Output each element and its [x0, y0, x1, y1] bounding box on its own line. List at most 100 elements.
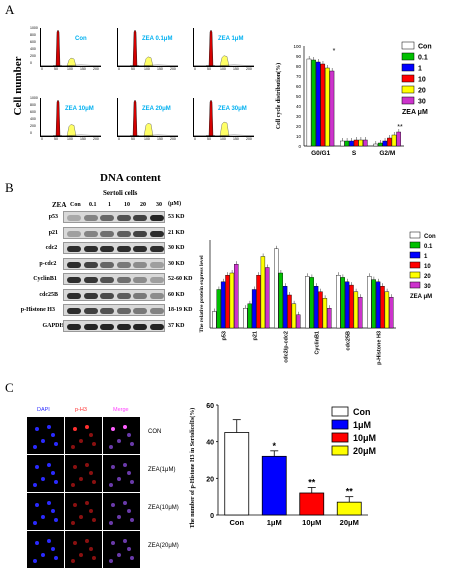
- ytick-label: 0: [210, 513, 214, 520]
- nucleus: [89, 547, 93, 551]
- protein-band: [100, 277, 114, 283]
- nucleus: [41, 515, 45, 519]
- kd-label: 60 KD: [168, 291, 185, 298]
- legend-swatch: [409, 281, 421, 289]
- protein-label: CyclinB1: [33, 276, 57, 282]
- ytick-label: 80: [296, 64, 302, 69]
- nucleus: [79, 553, 83, 557]
- protein-band: [133, 230, 147, 237]
- legend-label: Con: [424, 234, 436, 240]
- flow-label: ZEA 1μM: [218, 36, 244, 42]
- category-label: S: [352, 150, 357, 157]
- protein-band: [133, 323, 147, 330]
- flow-label: ZEA 30μM: [218, 106, 247, 112]
- ytick-label: 0: [298, 144, 301, 149]
- bar-p21-20: [260, 256, 266, 329]
- bar-p53-20: [229, 272, 235, 329]
- legend-title: ZEA μM: [402, 109, 428, 116]
- bar-p-Histone H3-Con: [367, 276, 372, 329]
- ytick-label: 10: [296, 134, 302, 139]
- protein-band: [67, 246, 81, 252]
- nucleus: [111, 427, 115, 431]
- bar-S-Con: [339, 140, 345, 147]
- ytick-label: 60: [206, 403, 214, 410]
- protein-band: [149, 308, 164, 314]
- bar-CyclinB1-20: [322, 298, 328, 329]
- legend-swatch: [331, 419, 349, 430]
- nucleus: [123, 463, 127, 467]
- nucleus: [41, 553, 45, 557]
- bar-S-1: [349, 140, 354, 147]
- baseline: [41, 64, 101, 66]
- nucleus: [73, 541, 77, 545]
- protein-label: cdc2: [45, 245, 58, 251]
- protein-band: [116, 292, 131, 299]
- nucleus: [130, 556, 134, 560]
- flow-xtick: 200: [246, 67, 252, 71]
- bar-p21-30: [265, 267, 270, 329]
- nucleus: [51, 509, 55, 513]
- kd-label: 21 KD: [168, 229, 185, 236]
- flow-xtick: 50: [54, 67, 58, 71]
- bar-cdc2/p-cdc2-Con: [274, 248, 279, 329]
- nucleus: [92, 556, 96, 560]
- legend-label: 30: [418, 99, 426, 106]
- bar-cdc2/p-cdc2-30: [296, 314, 301, 329]
- nucleus: [130, 442, 134, 446]
- nucleus: [92, 518, 96, 522]
- s-phase-fill: [143, 122, 154, 136]
- histogram-plot: [41, 29, 101, 66]
- protein-band: [116, 277, 131, 283]
- flow-xtick: 150: [157, 137, 163, 141]
- nucleus: [35, 465, 39, 469]
- nucleus: [127, 547, 131, 551]
- condition-label: ZEA(1μM): [148, 467, 176, 473]
- legend-label: 10: [418, 77, 426, 84]
- nucleus: [89, 471, 93, 475]
- bar-G0/G1-0.1: [311, 59, 316, 147]
- flow-label: ZEA 0.1μM: [142, 36, 173, 42]
- nucleus: [35, 541, 39, 545]
- bar-p53-Con: [212, 311, 217, 329]
- protein-band: [67, 323, 81, 330]
- protein-band: [100, 292, 114, 299]
- channel-label: Merge: [113, 407, 129, 413]
- nucleus: [73, 427, 77, 431]
- nucleus: [85, 463, 89, 467]
- protein-band: [67, 230, 81, 237]
- micrograph: [65, 417, 102, 454]
- protein-band: [149, 277, 164, 283]
- category-label: 10μM: [302, 518, 321, 527]
- legend-swatch: [409, 271, 421, 279]
- ytick-label: 40: [296, 104, 302, 109]
- nucleus: [89, 509, 93, 513]
- protein-band: [149, 323, 164, 330]
- protein-band: [83, 323, 98, 330]
- flow-ytick: 600: [30, 110, 36, 114]
- nucleus: [33, 483, 37, 487]
- flow-xtick: 100: [144, 67, 150, 71]
- g1-peak: [130, 29, 139, 66]
- nucleus: [54, 518, 58, 522]
- protein-band: [133, 277, 147, 283]
- significance-mark: *: [333, 48, 336, 55]
- category-label: cdc25B: [346, 331, 352, 351]
- flow-xtick: 100: [67, 67, 73, 71]
- legend-label: 1: [424, 254, 428, 260]
- baseline: [194, 134, 254, 136]
- baseline: [194, 64, 254, 66]
- baseline: [41, 134, 101, 136]
- nucleus: [51, 433, 55, 437]
- nucleus: [54, 442, 58, 446]
- western-header: Sertoli cells: [103, 189, 138, 197]
- g1-peak: [53, 29, 62, 66]
- legend-label: Con: [418, 44, 432, 51]
- protein-band: [116, 308, 131, 314]
- legend-swatch: [409, 241, 421, 249]
- blot-strip: [63, 257, 165, 270]
- bar-CyclinB1-10: [318, 291, 323, 329]
- g1-peak: [53, 99, 62, 136]
- protein-band: [133, 308, 147, 314]
- legend-label: Con: [353, 407, 371, 417]
